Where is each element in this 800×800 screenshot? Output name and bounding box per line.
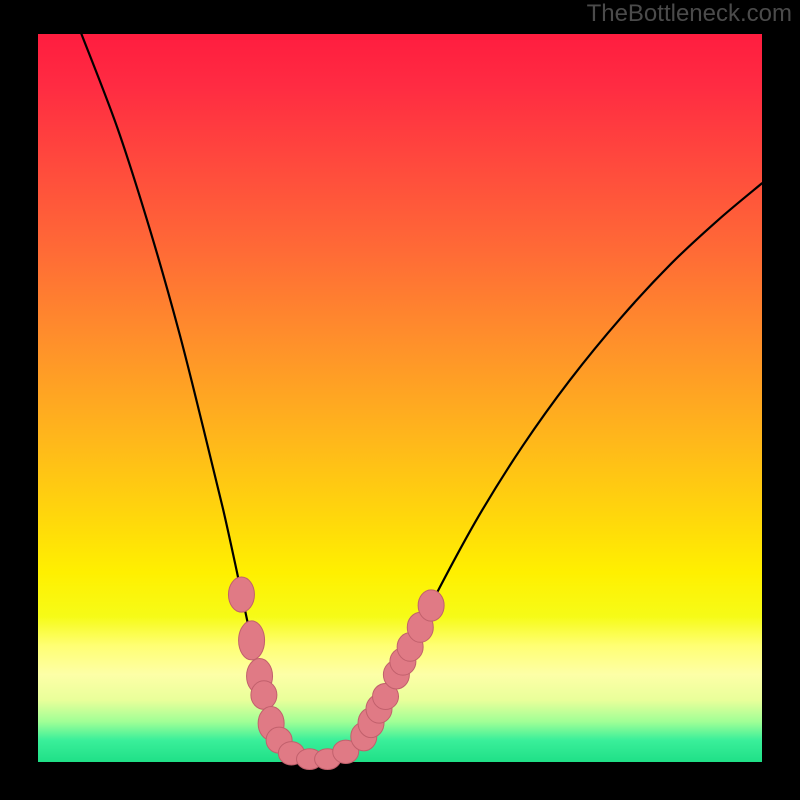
left-curve	[81, 34, 313, 761]
curve-marker	[239, 621, 265, 660]
chart-stage: TheBottleneck.com	[0, 0, 800, 800]
curve-marker	[228, 577, 254, 612]
marker-group	[228, 577, 444, 769]
right-curve	[313, 183, 762, 760]
curve-marker	[418, 590, 444, 621]
chart-svg	[0, 0, 800, 800]
curve-marker	[251, 681, 277, 710]
